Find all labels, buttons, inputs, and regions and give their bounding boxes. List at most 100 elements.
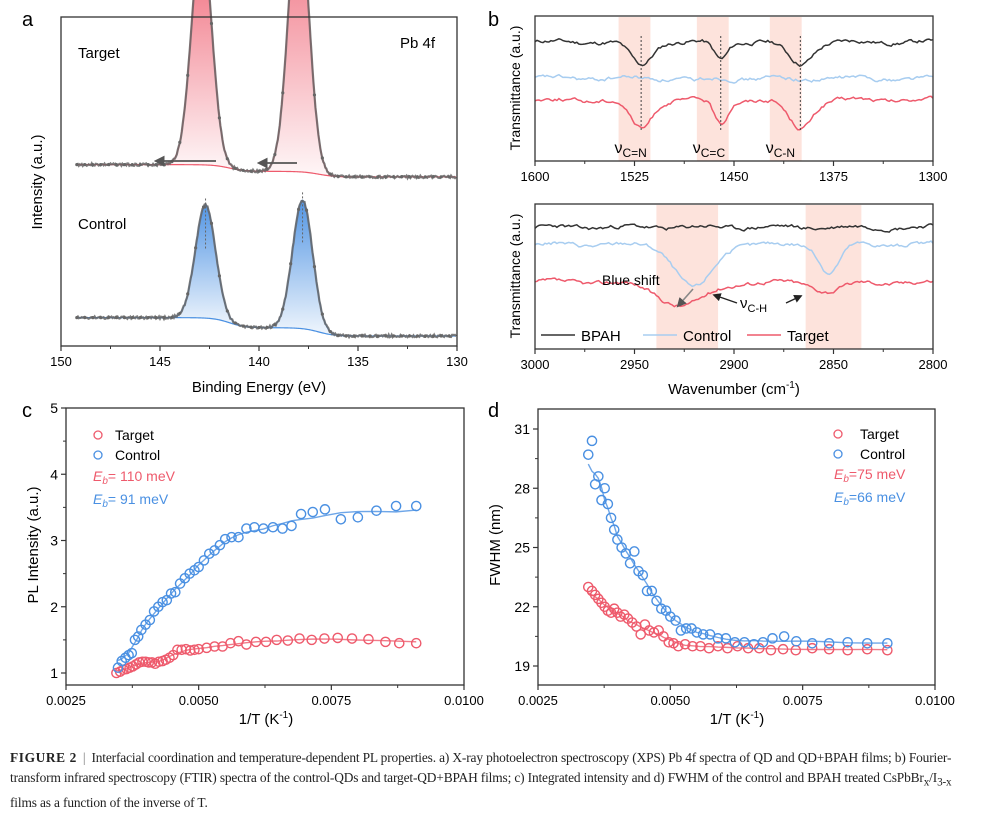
data-point	[233, 166, 237, 170]
xlabel-main: 1/T (K	[239, 711, 280, 728]
data-point-control	[823, 637, 835, 649]
x-tick-label: 2850	[819, 357, 848, 372]
data-point-control	[641, 585, 653, 597]
data-point-target	[225, 637, 236, 649]
raw-data-control	[76, 199, 457, 340]
panel-a-xps: 150 145 140 135 130 Binding Energy (eV) Inte…	[29, 0, 468, 396]
caption-sub-x: x	[923, 776, 930, 789]
data-point-target	[363, 633, 374, 645]
panel-b-bottom-ylabel: Transmittance (a.u.)	[507, 214, 523, 339]
data-point-target	[306, 634, 317, 646]
data-point	[407, 175, 412, 179]
data-point-control	[629, 546, 640, 557]
x-tick-label: 1300	[919, 169, 948, 184]
data-point	[376, 334, 380, 338]
eb-control: Eb= 91 meV	[93, 491, 169, 510]
eb-symbol: E	[834, 489, 844, 505]
y-tick-label: 2	[50, 599, 58, 615]
data-point-target	[635, 629, 646, 640]
data-point	[114, 163, 119, 167]
data-point	[392, 334, 396, 338]
panel-d-fwhm: 0.0025 0.0050 0.0075 0.0100 19 22 25 28 31 FWHM…	[487, 408, 955, 728]
data-point-target	[294, 633, 305, 644]
x-tick-label: 0.0075	[783, 693, 823, 708]
eb-sub: b	[102, 476, 108, 487]
data-point-control	[656, 603, 667, 615]
data-point-control	[582, 449, 594, 460]
data-point	[122, 163, 126, 167]
data-point	[225, 157, 229, 161]
data-point-control	[586, 435, 598, 447]
band-label-sub: C=N	[623, 146, 647, 160]
data-point-target	[410, 637, 422, 649]
data-point-control	[352, 512, 364, 523]
x-tick-label: 135	[347, 354, 369, 369]
data-point-target	[722, 642, 733, 654]
data-point	[439, 334, 443, 338]
data-point	[178, 140, 182, 144]
data-point-control	[286, 520, 297, 532]
data-point	[209, 21, 214, 26]
x-tick-label: 1525	[620, 169, 649, 184]
data-point	[194, 246, 198, 250]
data-point-control	[670, 615, 681, 626]
panel-c-marks	[111, 500, 422, 679]
data-point-target	[602, 605, 614, 617]
data-point	[423, 175, 427, 179]
panel-b-top-marks	[534, 38, 934, 131]
data-point	[83, 163, 87, 167]
caption-sub-3x: 3-x	[937, 776, 952, 789]
x-tick-label: 140	[248, 354, 270, 369]
data-point	[99, 163, 103, 167]
eb-sub: b	[843, 497, 849, 508]
panel-c-pl-intensity: 0.0025 0.0050 0.0075 0.0100 1 2 3 4 5 PL Intens…	[25, 400, 484, 728]
data-point-control	[842, 637, 853, 648]
data-point-target	[882, 644, 893, 656]
eb-value: = 110 meV	[108, 468, 176, 484]
panel-c-xticks: 0.0025 0.0050 0.0075 0.0100	[46, 685, 484, 708]
legend-marker-target	[93, 430, 103, 440]
x-tick-label: 1450	[720, 169, 749, 184]
legend-label-control: Control	[860, 446, 905, 462]
data-point	[201, 205, 206, 209]
legend-marker-control	[93, 450, 103, 460]
data-point	[162, 162, 166, 167]
panel-d-ylabel: FWHM (nm)	[487, 504, 504, 586]
data-point-control	[675, 625, 687, 636]
data-point	[106, 316, 111, 320]
panel-label-d: d	[488, 400, 499, 422]
data-point	[336, 174, 340, 178]
data-point	[122, 316, 126, 320]
panel-c-ylabel: PL Intensity (a.u.)	[25, 486, 42, 603]
data-point	[146, 163, 150, 167]
data-point	[336, 333, 340, 337]
data-point	[344, 334, 348, 338]
data-point-target	[189, 644, 200, 656]
data-point	[360, 334, 364, 338]
legend-label-target: Target	[860, 426, 899, 442]
data-point	[431, 334, 435, 338]
data-point-control	[129, 634, 141, 646]
x-tick-label: 0.0075	[311, 693, 351, 708]
data-point-target	[648, 627, 660, 638]
data-point	[281, 307, 285, 311]
data-point-control	[198, 555, 210, 566]
data-point	[297, 207, 301, 211]
data-point-control	[712, 633, 724, 644]
peak-fill-target	[247, 0, 350, 177]
data-point-control	[646, 585, 658, 597]
data-point	[154, 163, 158, 167]
panel-label-c: c	[22, 400, 32, 422]
x-tick-label: 0.0100	[444, 693, 484, 708]
data-point-control	[637, 569, 649, 581]
data-point	[146, 316, 150, 320]
x-tick-label: 145	[149, 354, 171, 369]
legend-label-bpah: BPAH	[581, 328, 621, 345]
data-point	[114, 316, 119, 320]
panel-label-a: a	[22, 9, 34, 31]
data-point	[328, 172, 332, 176]
panel-label-b: b	[488, 9, 499, 31]
data-point-control	[209, 545, 220, 556]
data-point-control	[335, 514, 347, 525]
data-point-target	[823, 643, 835, 655]
